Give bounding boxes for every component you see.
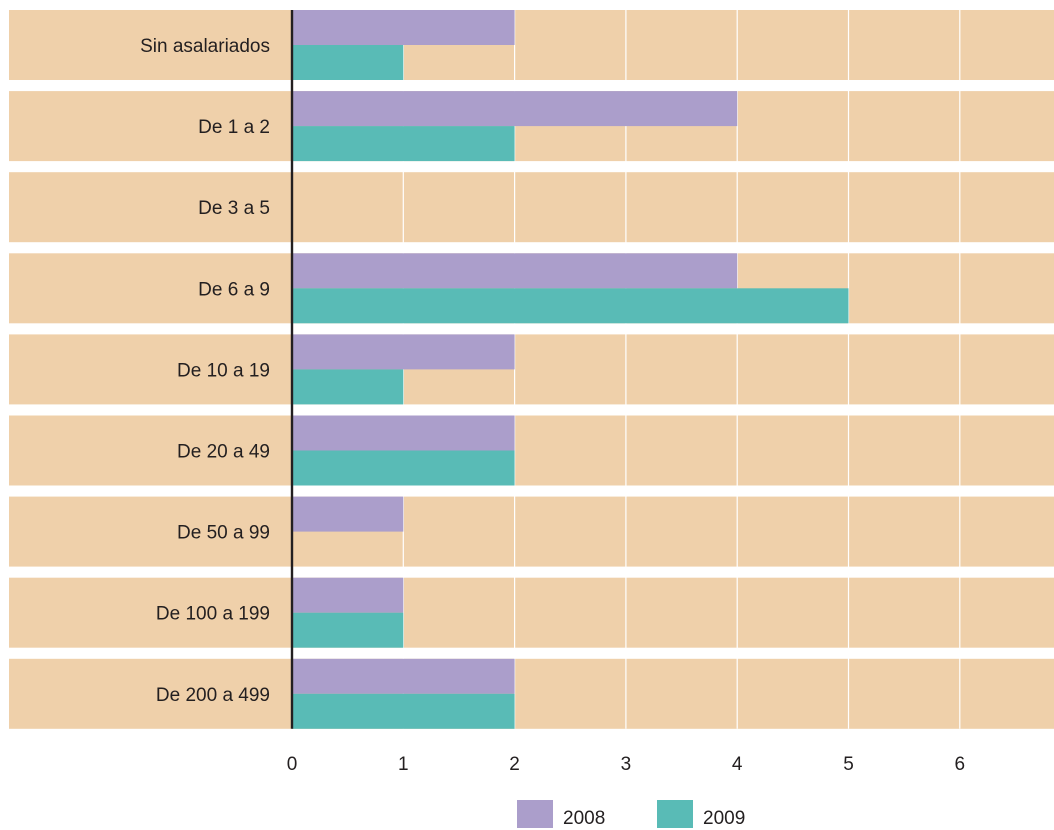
x-tick-label: 1 [398, 754, 409, 775]
legend-swatch-2009 [657, 800, 693, 828]
bar-2008-5 [292, 415, 515, 451]
bar-2009-3 [292, 288, 849, 324]
bar-2009-7 [292, 612, 404, 648]
bar-2009-0 [292, 45, 404, 80]
category-label: De 50 a 99 [177, 523, 270, 544]
bar-2008-6 [292, 496, 404, 532]
bar-2008-7 [292, 577, 404, 613]
x-tick-label: 0 [287, 754, 298, 775]
bar-2009-8 [292, 693, 515, 729]
bar-2008-0 [292, 10, 515, 45]
category-band [9, 172, 1054, 243]
legend-label-2008: 2008 [563, 808, 605, 829]
bar-2008-8 [292, 658, 515, 694]
bars [292, 10, 849, 729]
bar-2008-3 [292, 253, 738, 289]
category-band [9, 496, 1054, 567]
category-label: De 20 a 49 [177, 442, 270, 463]
category-labels: Sin asalariados De 1 a 2 De 3 a 5 De 6 a 9 D… [140, 36, 270, 706]
category-label: De 200 a 499 [156, 685, 270, 706]
bar-2009-5 [292, 450, 515, 486]
bar-2008-4 [292, 334, 515, 370]
x-tick-labels: 0 1 2 3 4 5 6 [287, 754, 965, 775]
category-band [9, 415, 1054, 486]
x-tick-label: 5 [843, 754, 854, 775]
category-label: De 10 a 19 [177, 360, 270, 381]
legend: 2008 2009 [517, 800, 745, 829]
x-tick-label: 6 [955, 754, 966, 775]
category-bands [9, 10, 1054, 729]
x-tick-label: 4 [732, 754, 743, 775]
category-label: De 3 a 5 [198, 198, 270, 219]
category-band [9, 577, 1054, 648]
category-label: De 1 a 2 [198, 117, 270, 138]
category-label: De 100 a 199 [156, 604, 270, 625]
category-band [9, 10, 1054, 80]
bar-2009-4 [292, 369, 404, 405]
bar-2009-1 [292, 126, 515, 162]
bar-2008-1 [292, 91, 738, 127]
legend-swatch-2008 [517, 800, 553, 828]
x-tick-label: 3 [621, 754, 632, 775]
category-label: Sin asalariados [140, 36, 270, 57]
x-tick-label: 2 [509, 754, 520, 775]
category-band [9, 658, 1054, 729]
category-label: De 6 a 9 [198, 279, 270, 300]
category-band [9, 334, 1054, 405]
legend-label-2009: 2009 [703, 808, 745, 829]
